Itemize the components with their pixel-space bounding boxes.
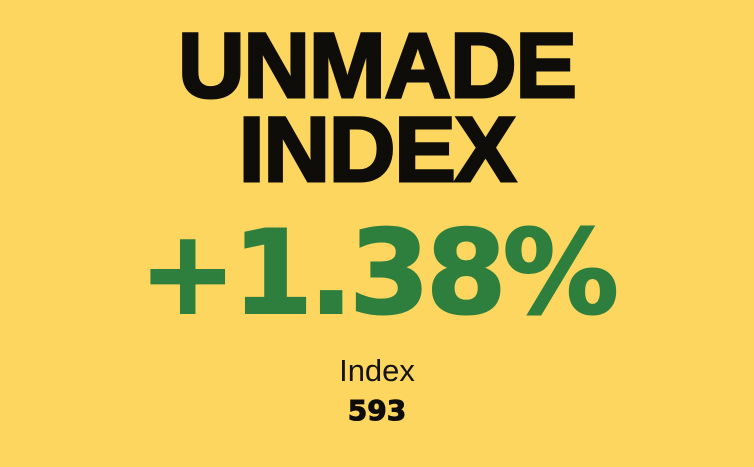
index-label: Index	[339, 353, 415, 388]
index-change-percent: +1.38%	[138, 206, 620, 341]
title-line-1: UNMADE	[177, 15, 579, 117]
title-line-2: INDEX	[237, 99, 517, 201]
unmade-index-title: UNMADE INDEX	[177, 19, 579, 198]
index-value: 593	[347, 394, 407, 427]
